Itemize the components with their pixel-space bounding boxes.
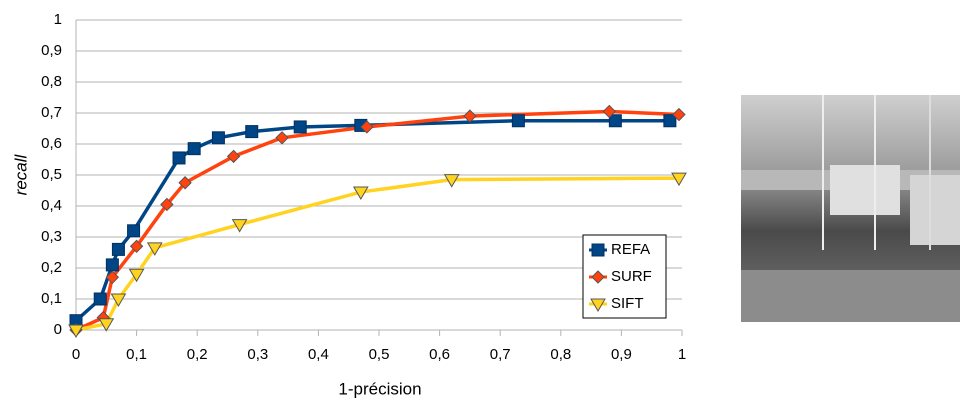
y-tick-label: 0,1 <box>41 290 62 307</box>
marker <box>105 258 119 272</box>
legend-marker <box>591 243 605 257</box>
marker <box>275 131 289 145</box>
marker <box>463 109 477 123</box>
x-tick-label: 0,1 <box>126 346 147 363</box>
x-tick-label: 0,8 <box>550 346 571 363</box>
marker <box>226 149 241 164</box>
marker <box>602 104 616 119</box>
marker <box>352 186 369 201</box>
x-axis-label: 1-précision <box>338 379 421 398</box>
marker <box>172 151 186 165</box>
y-tick-label: 0,9 <box>41 42 62 59</box>
y-tick-label: 0,3 <box>41 228 62 245</box>
legend-label: SIFT <box>611 295 644 312</box>
y-tick-label: 0,4 <box>41 197 62 214</box>
marker <box>360 120 374 134</box>
marker <box>110 293 127 307</box>
y-tick-label: 0,7 <box>41 104 62 121</box>
x-tick-label: 0,5 <box>369 346 390 363</box>
marker <box>671 172 687 187</box>
marker <box>128 268 145 283</box>
marker <box>111 242 125 256</box>
marker <box>178 176 192 190</box>
x-tick-label: 1 <box>678 346 686 363</box>
marker <box>245 125 259 139</box>
y-tick-label: 0 <box>54 321 62 338</box>
legend-marker <box>591 270 605 284</box>
y-tick-label: 0,2 <box>41 259 62 276</box>
x-tick-label: 0,4 <box>308 346 329 363</box>
marker <box>105 270 120 285</box>
marker <box>663 114 677 128</box>
marker <box>93 292 107 306</box>
marker <box>98 318 115 332</box>
marker <box>160 197 174 212</box>
marker <box>129 239 144 254</box>
marker <box>146 242 163 256</box>
marker <box>672 107 686 122</box>
photo <box>741 95 960 322</box>
x-tick-label: 0,7 <box>490 346 511 363</box>
marker <box>231 219 248 233</box>
x-tick-label: 0,3 <box>247 346 268 363</box>
x-tick-label: 0 <box>72 346 80 363</box>
y-tick-label: 0,5 <box>41 166 62 183</box>
legend-label: REFA <box>611 241 650 258</box>
marker <box>293 120 307 134</box>
marker <box>443 174 460 188</box>
marker <box>608 114 622 128</box>
marker <box>511 114 525 128</box>
legend-marker <box>590 298 606 312</box>
y-tick-label: 0,8 <box>41 73 62 90</box>
x-tick-label: 0,9 <box>611 346 632 363</box>
x-tick-label: 0,2 <box>187 346 208 363</box>
x-tick-label: 0,6 <box>429 346 450 363</box>
legend-label: SURF <box>611 268 652 285</box>
y-tick-label: 1 <box>54 11 62 28</box>
marker <box>211 131 225 145</box>
marker <box>187 142 201 156</box>
series-line <box>75 109 680 332</box>
y-tick-label: 0,6 <box>41 135 62 152</box>
y-axis-label: recall <box>11 153 30 195</box>
series-line <box>74 119 670 323</box>
marker <box>68 324 84 338</box>
marker <box>127 224 141 238</box>
